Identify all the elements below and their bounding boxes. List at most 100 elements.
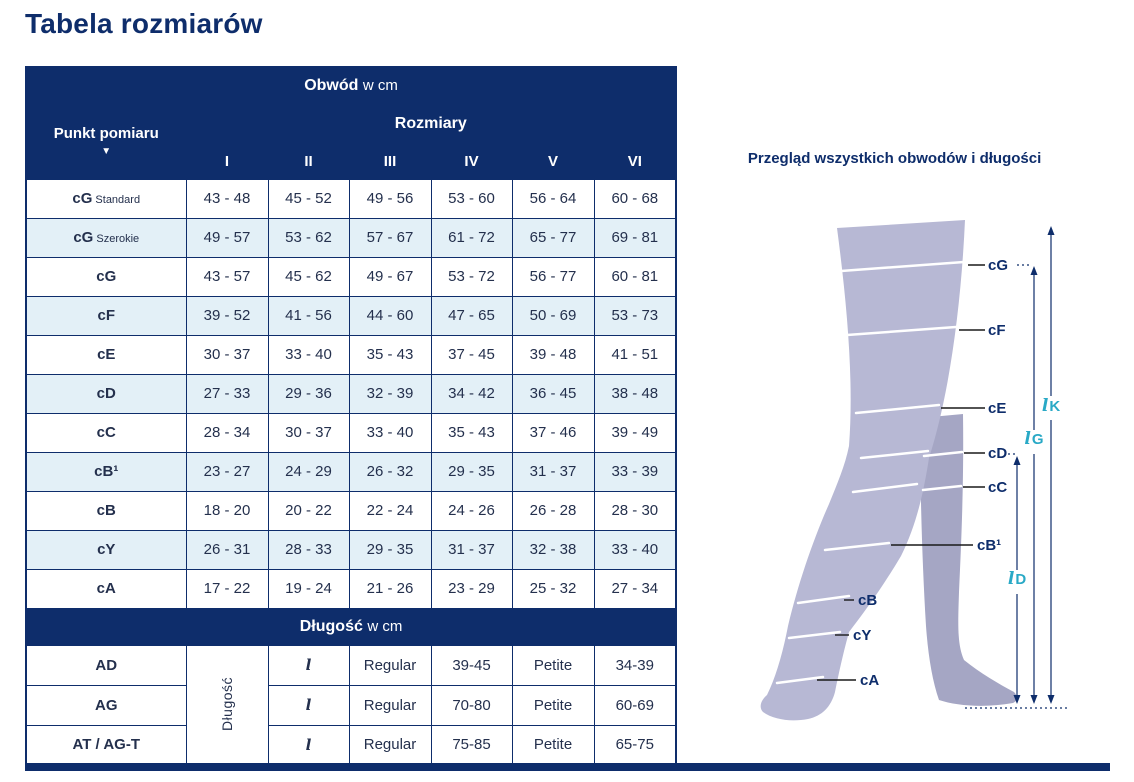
size-cell: 29 - 35 <box>348 529 432 570</box>
measure-point-code: cG <box>73 229 94 246</box>
size-cell: 56 - 64 <box>511 178 595 219</box>
length-range-cell: 70-80 <box>430 684 513 726</box>
point-label-cG: cG <box>988 257 1008 274</box>
size-cell: 49 - 67 <box>348 256 432 297</box>
table-row: cB 18 - 20 20 - 22 22 - 24 24 - 26 26 - … <box>25 490 677 531</box>
measure-point-label: cC <box>25 412 187 453</box>
size-cell: 17 - 22 <box>185 568 269 609</box>
size-cell: 18 - 20 <box>185 490 269 531</box>
column-header-punkt-pomiaru: Punkt pomiaru ▼ <box>25 103 187 180</box>
measurement-bands <box>775 260 966 685</box>
size-cell: 44 - 60 <box>348 295 432 336</box>
size-cell: 33 - 40 <box>593 529 677 570</box>
point-label-cB: cB <box>858 592 877 609</box>
leg-front-shape <box>760 220 966 721</box>
table-row: cC 28 - 34 30 - 37 33 - 40 35 - 43 37 - … <box>25 412 677 453</box>
measure-point-label: cB <box>25 490 187 531</box>
measure-point-label: cB¹ <box>25 451 187 492</box>
size-cell: 28 - 34 <box>185 412 269 453</box>
size-cell: 31 - 37 <box>511 451 595 492</box>
size-cell: 28 - 30 <box>593 490 677 531</box>
size-cell: 53 - 73 <box>593 295 677 336</box>
size-cell: 30 - 37 <box>267 412 350 453</box>
size-cell: 23 - 29 <box>430 568 513 609</box>
column-header-size-VI: VI <box>593 142 677 180</box>
size-cell: 45 - 62 <box>267 256 350 297</box>
diagram-title: Przegląd wszystkich obwodów i długości <box>747 150 1042 167</box>
column-header-size-II: II <box>267 142 350 180</box>
length-row: AG l Regular 70-80 Petite 60-69 <box>25 684 677 726</box>
column-header-size-IV: IV <box>430 142 513 180</box>
size-cell: 33 - 40 <box>267 334 350 375</box>
size-cell: 29 - 35 <box>430 451 513 492</box>
dlugosc-vertical-label: Długość <box>219 677 235 732</box>
size-cell: 27 - 34 <box>593 568 677 609</box>
point-label-cF: cF <box>988 322 1006 339</box>
length-line-lG <box>1030 266 1038 704</box>
length-label: AG <box>25 684 187 726</box>
length-type-cell: Petite <box>511 724 595 766</box>
table-row: cD 27 - 33 29 - 36 32 - 39 34 - 42 36 - … <box>25 373 677 414</box>
dlugosc-header-bold: Długość <box>299 617 363 635</box>
size-cell: 45 - 52 <box>267 178 350 219</box>
point-label-cC: cC <box>988 479 1007 496</box>
size-cell: 37 - 45 <box>430 334 513 375</box>
size-cell: 31 - 37 <box>430 529 513 570</box>
measure-point-code: cG <box>72 190 93 207</box>
table-row: cA 17 - 22 19 - 24 21 - 26 23 - 29 25 - … <box>25 568 677 609</box>
size-cell: 60 - 81 <box>593 256 677 297</box>
size-cell: 37 - 46 <box>511 412 595 453</box>
length-line-lD <box>1013 456 1021 704</box>
size-cell: 49 - 56 <box>348 178 432 219</box>
leg-measurement-diagram: cG cF cE cD cC cB¹ cB cY cA <box>760 220 1070 721</box>
size-cell: 32 - 39 <box>348 373 432 414</box>
measure-point-label: cG Szerokie <box>25 217 187 258</box>
column-header-size-I: I <box>185 142 269 180</box>
length-range-cell: 60-69 <box>593 684 677 726</box>
size-cell: 53 - 62 <box>267 217 350 258</box>
content-layout: Obwód w cm Punkt pomiaru ▼ Rozmiary I II… <box>25 66 1113 766</box>
size-cell: 57 - 67 <box>348 217 432 258</box>
length-type-cell: Petite <box>511 684 595 726</box>
size-cell: 28 - 33 <box>267 529 350 570</box>
size-cell: 47 - 65 <box>430 295 513 336</box>
size-cell: 39 - 49 <box>593 412 677 453</box>
measure-point-suffix: Standard <box>95 194 141 206</box>
size-cell: 35 - 43 <box>430 412 513 453</box>
column-header-size-V: V <box>511 142 595 180</box>
length-line-lK <box>1047 226 1055 704</box>
size-cell: 60 - 68 <box>593 178 677 219</box>
size-cell: 43 - 57 <box>185 256 269 297</box>
table-row: cG Szerokie 49 - 57 53 - 62 57 - 67 61 - … <box>25 217 677 258</box>
length-label: AD <box>25 644 187 686</box>
length-symbol: l <box>267 724 350 766</box>
length-type-cell: Regular <box>348 644 432 686</box>
length-label-lG: lG <box>1025 429 1044 449</box>
size-cell: 65 - 77 <box>511 217 595 258</box>
size-cell: 56 - 77 <box>511 256 595 297</box>
table-row: cE 30 - 37 33 - 40 35 - 43 37 - 45 39 - … <box>25 334 677 375</box>
size-cell: 23 - 27 <box>185 451 269 492</box>
length-type-cell: Petite <box>511 644 595 686</box>
column-header-size-III: III <box>348 142 432 180</box>
point-label-cE: cE <box>988 400 1006 417</box>
point-label-cA: cA <box>860 672 879 689</box>
size-cell: 34 - 42 <box>430 373 513 414</box>
size-cell: 24 - 26 <box>430 490 513 531</box>
size-cell: 33 - 40 <box>348 412 432 453</box>
size-cell: 29 - 36 <box>267 373 350 414</box>
point-label-cY: cY <box>853 627 871 644</box>
bottom-border-bar <box>25 763 1110 771</box>
measure-point-suffix: Szerokie <box>96 233 140 245</box>
obwod-header-unit: w cm <box>362 76 398 94</box>
size-cell: 38 - 48 <box>593 373 677 414</box>
size-cell: 19 - 24 <box>267 568 350 609</box>
size-cell: 39 - 52 <box>185 295 269 336</box>
measure-point-label: cG <box>25 256 187 297</box>
size-cell: 22 - 24 <box>348 490 432 531</box>
length-label-lD: lD <box>1008 569 1026 589</box>
size-cell: 25 - 32 <box>511 568 595 609</box>
size-cell: 26 - 31 <box>185 529 269 570</box>
size-cell: 26 - 28 <box>511 490 595 531</box>
size-cell: 49 - 57 <box>185 217 269 258</box>
